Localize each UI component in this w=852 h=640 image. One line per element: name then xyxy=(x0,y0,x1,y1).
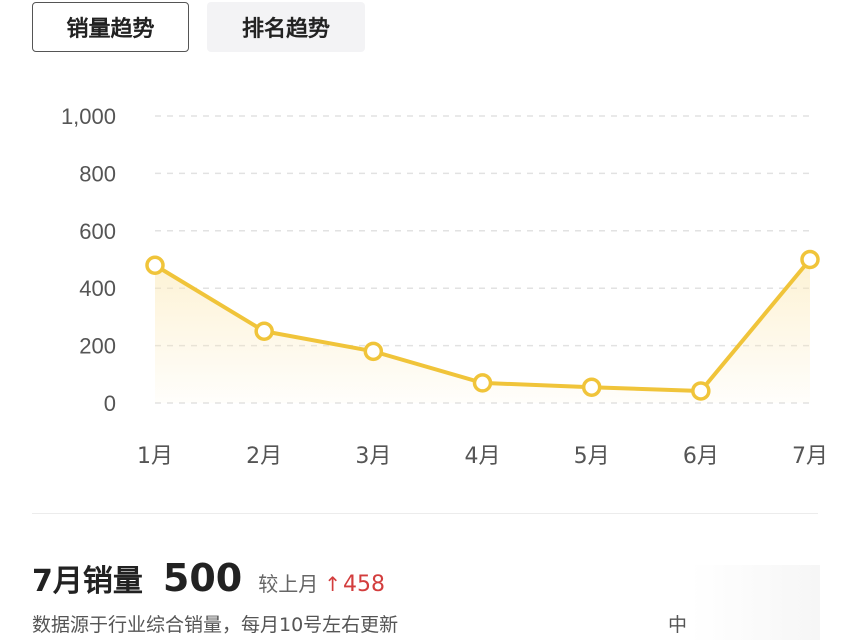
tab-rank-trend[interactable]: 排名趋势 xyxy=(207,2,365,52)
data-point[interactable] xyxy=(254,321,274,341)
y-tick-label: 0 xyxy=(104,391,116,416)
data-source-note: 数据源于行业综合销量，每月10号左右更新 xyxy=(32,614,399,636)
data-point[interactable] xyxy=(363,341,384,362)
x-tick-label: 6月 xyxy=(683,444,719,469)
x-tick-label: 2月 xyxy=(246,444,282,469)
area-fill xyxy=(155,259,810,403)
data-point[interactable] xyxy=(581,377,602,397)
y-tick-label: 800 xyxy=(79,161,116,186)
data-point[interactable] xyxy=(472,373,493,393)
summary-value: 500 xyxy=(162,556,243,600)
sales-trend-chart: 0 200 400 600 800 1,000 1月 2月 3月 4月 5月 6月 7月 xyxy=(61,104,828,469)
compare-value: 458 xyxy=(342,572,385,597)
y-tick-label: 1,000 xyxy=(61,104,116,129)
tab-bar: 销量趋势 排名趋势 xyxy=(32,2,365,52)
up-arrow-icon: ↑ xyxy=(324,572,341,596)
x-tick-label: 1月 xyxy=(137,444,173,469)
x-tick-label: 3月 xyxy=(355,444,391,469)
x-tick-label: 4月 xyxy=(465,444,501,469)
data-point[interactable] xyxy=(800,249,820,270)
partial-text: 中 xyxy=(668,614,688,636)
x-tick-label: 5月 xyxy=(574,444,610,469)
monthly-sales-summary: 7月销量 500 较上月 ↑ 458 xyxy=(32,556,385,600)
summary-label: 7月销量 xyxy=(32,564,143,599)
divider xyxy=(32,513,818,514)
tab-sales-trend[interactable]: 销量趋势 xyxy=(32,2,189,52)
x-tick-label: 7月 xyxy=(792,444,828,469)
data-point[interactable] xyxy=(691,381,711,401)
y-tick-label: 600 xyxy=(79,219,116,244)
compare-label: 较上月 xyxy=(258,572,319,596)
data-point[interactable] xyxy=(145,255,165,275)
watermark-overlay xyxy=(690,565,820,640)
y-tick-label: 400 xyxy=(79,276,116,301)
y-tick-label: 200 xyxy=(79,334,116,359)
